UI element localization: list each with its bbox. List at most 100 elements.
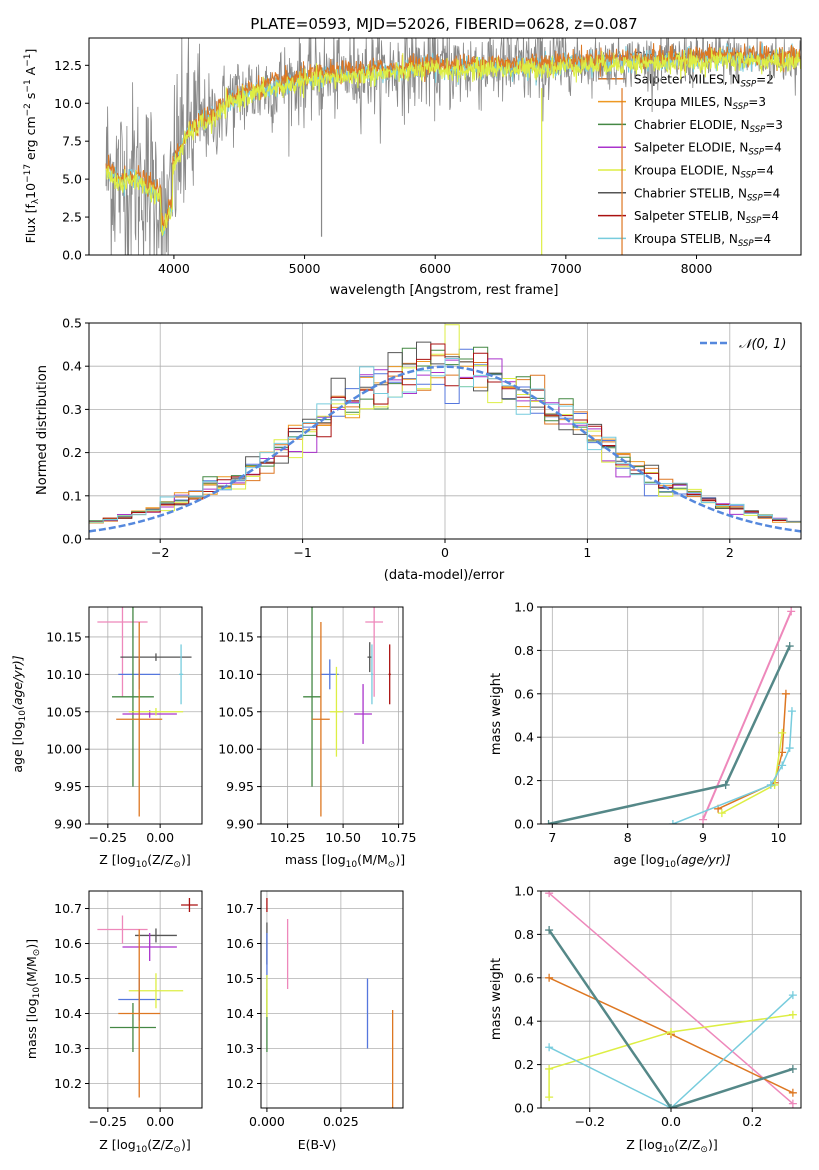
age_vs_Z-plot-area xyxy=(97,607,192,817)
x-tick-label: 10 xyxy=(770,830,786,845)
y-tick-label: 10.5 xyxy=(54,971,82,986)
age_vs_mass-axes: 10.25 10.50 10.75 9.90 9.95 10.00 10.05 10.10 10… xyxy=(218,606,416,845)
y-tick-label: 0.8 xyxy=(514,927,534,942)
x-tick-label: 0.025 xyxy=(323,1114,359,1129)
y-tick-label: 9.95 xyxy=(54,779,82,794)
mass_vs_ebv-axes: 0.000 0.025 10.2 10.3 10.4 10.5 10.6 10.7 xyxy=(226,890,404,1129)
weight-marker xyxy=(787,607,796,616)
weight-marker xyxy=(785,744,794,753)
weight-marker xyxy=(788,1088,797,1097)
weight-series-line xyxy=(702,610,793,821)
y-tick-label: 10.6 xyxy=(54,936,82,951)
weight-marker xyxy=(699,815,708,824)
y-tick-label: 10.4 xyxy=(226,1006,254,1021)
weight-marker xyxy=(545,973,554,982)
errorbar-point xyxy=(128,973,184,1009)
weight_vs_Z-axes: −0.2 0.0 0.2 0.0 0.2 0.4 0.6 0.8 1.0 xyxy=(514,884,802,1129)
errorbar-point xyxy=(312,621,330,817)
errorbar-point xyxy=(116,621,163,817)
errorbar-point xyxy=(128,708,184,716)
weight_vs_age-plot-area xyxy=(544,607,796,824)
y-tick-label: 0.5 xyxy=(62,316,82,331)
weight-vs-age-ylabel: mass weight xyxy=(489,673,504,755)
weight-vs-age-panel: mass weight age [log10(age/yr)] 7 8 9 10 0.0… xyxy=(489,600,802,870)
mass-vs-ebv-panel: E(B-V) 0.000 0.025 10.2 10.3 10.4 10.5 10.6 10.… xyxy=(226,890,404,1152)
y-tick-label: 10.10 xyxy=(218,667,254,682)
weight-marker xyxy=(788,1010,797,1019)
age_vs_Z-axes: −0.25 0.00 9.90 9.95 10.00 10.05 10.10 10.15 xyxy=(46,606,203,845)
legend-entry: Chabrier ELODIE, NSSP=3 xyxy=(634,118,783,135)
age-vs-mass-panel: mass [log10(M/M⊙)] 10.25 10.50 10.75 9.90 9.… xyxy=(218,606,416,870)
x-tick-label: 0.000 xyxy=(249,1114,285,1129)
weight-series-line xyxy=(548,994,794,1108)
errorbar-point xyxy=(303,607,321,787)
x-tick-label: 8 xyxy=(624,830,632,845)
weight-marker xyxy=(717,809,726,818)
weight-series-line xyxy=(548,1013,794,1098)
mass_vs_ebv-frame xyxy=(260,890,404,1109)
residuals-plot-area xyxy=(89,324,801,539)
y-tick-label: 10.7 xyxy=(226,901,254,916)
y-tick-label: 10.2 xyxy=(54,1076,82,1091)
x-tick-label: 0.00 xyxy=(146,1114,174,1129)
age-vs-mass-xlabel: mass [log10(M/M⊙)] xyxy=(285,852,405,870)
weight-marker xyxy=(667,1104,675,1108)
weight-marker xyxy=(781,689,790,698)
y-tick-label: 10.10 xyxy=(46,667,82,682)
histogram-series xyxy=(89,358,801,539)
y-tick-label: 10.2 xyxy=(226,1076,254,1091)
weight-marker xyxy=(788,1099,797,1108)
weight-marker xyxy=(668,820,677,824)
errorbar-point xyxy=(370,644,374,705)
y-tick-label: 10.15 xyxy=(218,629,254,644)
y-tick-label: 9.95 xyxy=(226,779,254,794)
errorbar-point xyxy=(120,653,192,661)
weight-marker xyxy=(778,761,787,770)
y-tick-label: 0.4 xyxy=(62,359,82,374)
weight_vs_age-axes: 7 8 9 10 0.0 0.2 0.4 0.6 0.8 1.0 xyxy=(514,600,802,845)
x-tick-label: −0.2 xyxy=(575,1114,605,1129)
weight-marker xyxy=(545,1093,554,1102)
y-tick-label: 0.2 xyxy=(514,1057,534,1072)
errorbar-point xyxy=(178,644,184,705)
mass-vs-z-ylabel: mass [log10(M/M⊙)] xyxy=(24,939,42,1059)
errorbar-point xyxy=(109,1003,156,1052)
y-tick-label: 7.5 xyxy=(62,134,82,149)
weight-marker xyxy=(788,991,797,1000)
spectrum-frame xyxy=(88,37,802,256)
errorbar-point xyxy=(320,659,339,690)
x-tick-label: 9 xyxy=(699,830,707,845)
weight-marker xyxy=(545,1064,554,1073)
y-tick-label: 10.00 xyxy=(46,742,82,757)
y-tick-label: 0.0 xyxy=(62,532,82,547)
mass_vs_Z-plot-area xyxy=(97,898,198,1098)
residuals-axes: −2 −1 0 1 2 0.0 0.1 0.2 0.3 0.4 0.5 xyxy=(62,316,802,560)
y-tick-label: 9.90 xyxy=(54,817,82,832)
spectrum-plot-area xyxy=(105,38,801,255)
spectrum-xlabel: wavelength [Angstrom, rest frame] xyxy=(330,283,559,298)
y-tick-label: 10.15 xyxy=(46,629,82,644)
legend-entry: Salpeter ELODIE, NSSP=4 xyxy=(634,141,782,158)
weight-vs-z-ylabel: mass weight xyxy=(489,958,504,1040)
errorbar-point xyxy=(388,644,391,705)
residuals-legend: 𝒩(0, 1) xyxy=(700,337,786,352)
y-tick-label: 10.3 xyxy=(226,1041,254,1056)
y-tick-label: 10.7 xyxy=(54,901,82,916)
x-tick-label: 0.00 xyxy=(146,830,174,845)
x-tick-label: 5000 xyxy=(289,261,321,276)
y-tick-label: 0.2 xyxy=(62,445,82,460)
spectrum-title: PLATE=0593, MJD=52026, FIBERID=0628, z=0… xyxy=(250,15,637,33)
y-tick-label: 1.0 xyxy=(514,884,534,899)
weight-marker xyxy=(544,820,553,824)
weight-series-line xyxy=(548,892,794,1105)
weight-marker xyxy=(667,1028,675,1037)
x-tick-label: −0.25 xyxy=(89,1114,127,1129)
mass-vs-ebv-xlabel: E(B-V) xyxy=(298,1137,337,1152)
x-tick-label: 0 xyxy=(441,545,449,560)
x-tick-label: 1 xyxy=(583,545,591,560)
errorbar-point xyxy=(135,928,177,943)
mass_vs_Z-frame xyxy=(88,890,203,1109)
y-tick-label: 1.0 xyxy=(514,600,534,615)
errorbar-point xyxy=(112,607,154,787)
